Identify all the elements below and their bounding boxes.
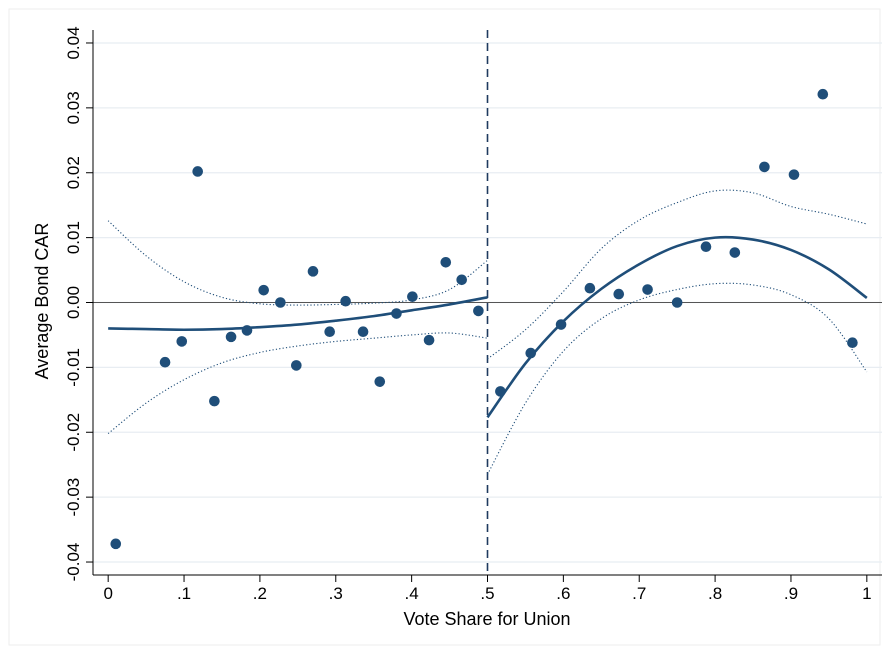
data-point [495,386,506,397]
y-tick-label: -0.04 [64,543,83,582]
data-point [759,161,770,173]
data-point [407,291,418,302]
data-point [440,256,452,268]
outer-frame [8,8,881,646]
fit-curves [108,235,868,419]
y-axis-title: Average Bond CAR [32,223,52,380]
ci-lower-right [487,282,868,475]
x-tick-label: .2 [253,584,267,603]
x-tick-label: .1 [177,584,191,603]
data-point [391,308,402,319]
data-point [176,336,188,347]
data-point [456,274,468,286]
y-tick-label: -0.01 [64,348,83,387]
data-point [584,282,596,294]
data-point [473,305,484,317]
data-point [613,288,625,300]
data-point [192,166,203,177]
data-point [817,88,829,100]
data-point [324,326,336,337]
x-tick-label: .5 [480,584,494,603]
x-tick-label: .4 [405,584,419,603]
fit-line-left [108,296,488,332]
y-tick-label: 0.03 [64,91,83,124]
x-tick-label: .6 [556,584,570,603]
x-tick-label: .3 [329,584,343,603]
x-axis-title: Vote Share for Union [403,609,570,629]
data-point [357,326,369,337]
data-point [110,538,122,550]
data-point [340,295,351,307]
data-point [374,376,386,387]
x-tick-label: 1 [862,584,871,603]
data-point [275,297,286,308]
data-point [671,297,683,308]
y-tick-label: -0.02 [64,413,83,452]
confidence-bands [107,189,868,475]
fit-line-right [486,235,868,419]
data-point [241,325,253,336]
data-point [729,247,741,258]
data-point [642,284,653,295]
data-point [555,319,567,330]
x-tick-label: 0 [103,584,112,603]
y-tick-label: 0.01 [64,221,83,254]
ci-upper-right [487,189,867,360]
data-point [209,395,220,407]
y-tick-label: -0.03 [64,478,83,517]
x-tick-label: .8 [708,584,722,603]
x-tick-label: .9 [784,584,798,603]
data-point [788,169,800,180]
data-point [423,334,435,346]
data-point [291,360,302,371]
reference-lines [93,30,882,575]
data-point [847,337,858,349]
data-point [700,241,712,253]
data-point [307,266,319,277]
y-tick-label: 0.02 [64,156,83,189]
data-point [525,347,537,359]
data-point [159,356,171,368]
data-point [258,284,269,296]
x-tick-label: .7 [632,584,646,603]
ci-upper-left [107,220,488,306]
data-point [225,331,237,343]
scatter-points [110,88,858,550]
y-tick-label: 0.04 [64,26,83,59]
axes: 0 .1 .2 .3 .4 .5 .6 .7 .8 .9 1 -0.04 -0.03 -0.02 -0.01… [64,26,882,603]
y-tick-label: 0.00 [64,286,83,319]
